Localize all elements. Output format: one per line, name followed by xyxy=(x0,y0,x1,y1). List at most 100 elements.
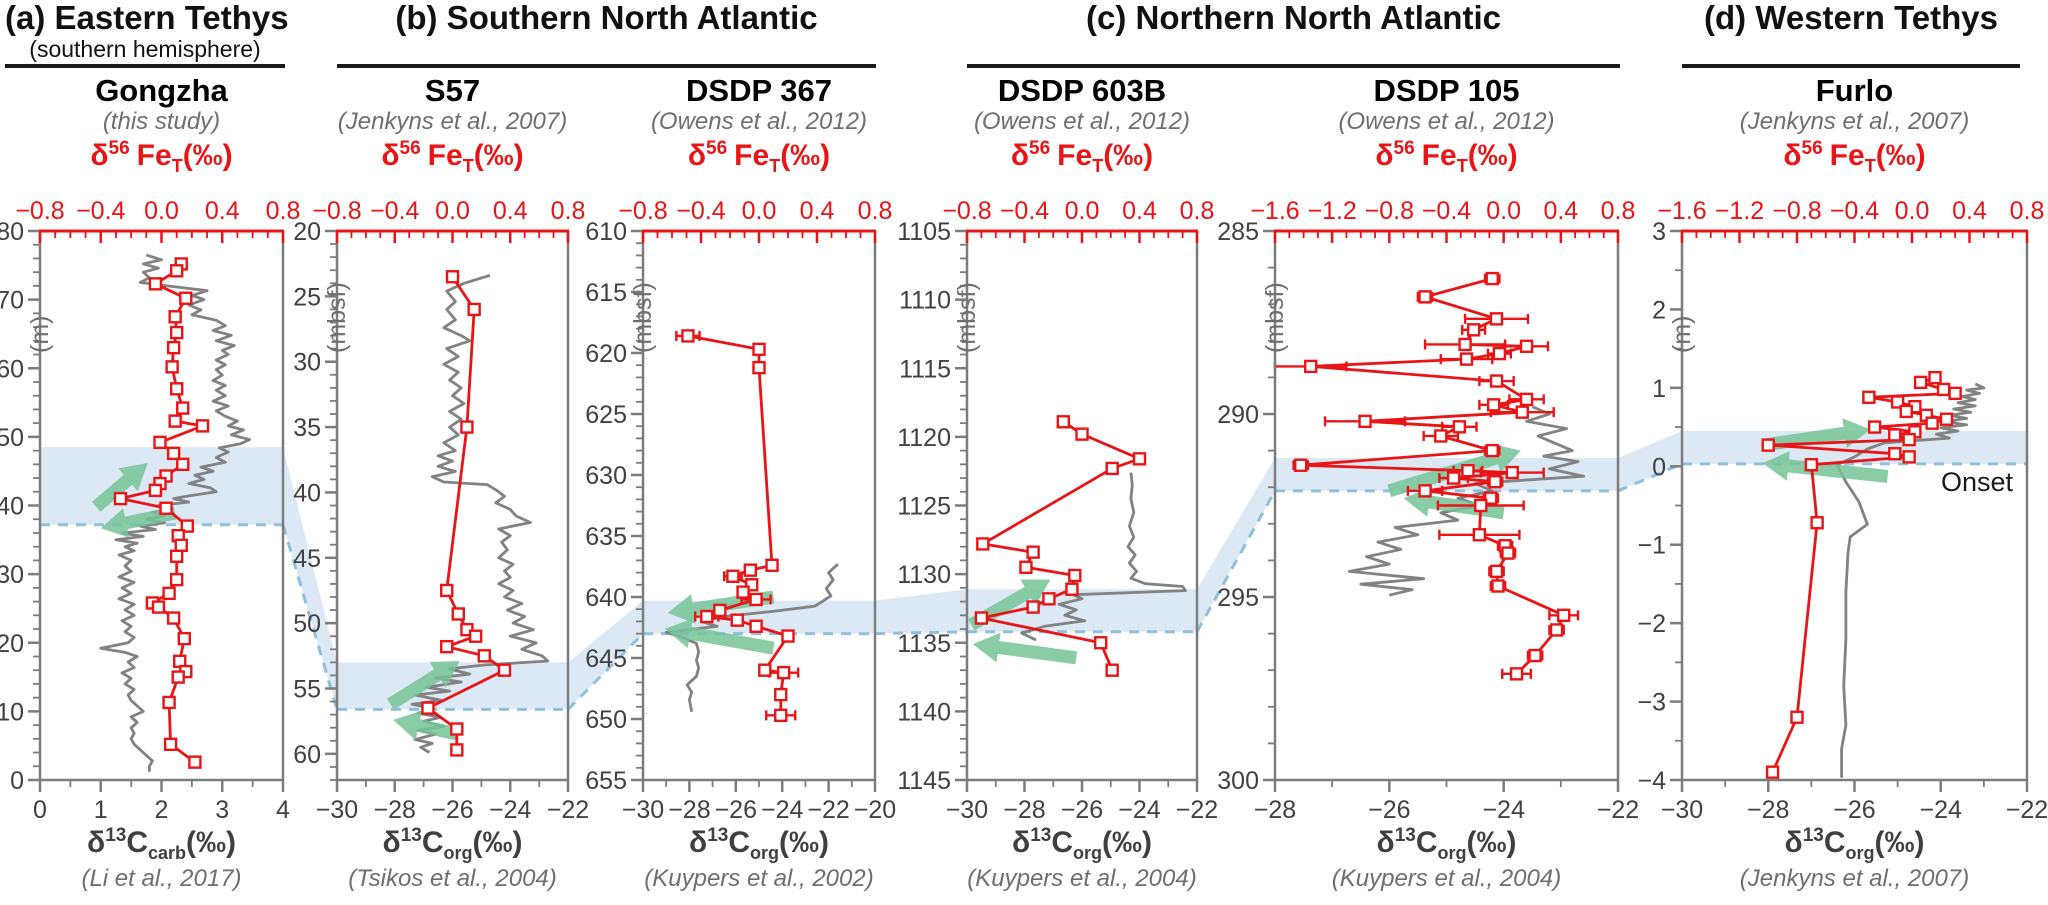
fe-data-point xyxy=(758,663,772,677)
fe-data-point xyxy=(1489,312,1504,326)
isotope-mass: 13 xyxy=(1030,825,1052,846)
c13-tick-label: −30 xyxy=(316,796,358,824)
fe-tick-label: −0.8 xyxy=(942,197,991,225)
unit-permil: (‰) xyxy=(186,826,237,859)
depth-tick-label: 40 xyxy=(293,479,321,507)
fe-data-point xyxy=(1418,290,1432,304)
fe-data-point xyxy=(1862,390,1876,404)
isotope-mass: 13 xyxy=(1802,825,1824,846)
fe-tick-label: −0.8 xyxy=(618,197,667,225)
fe-data-point xyxy=(1925,416,1939,430)
delta-symbol: δ xyxy=(381,139,400,172)
site-ref-dsdp367: (Owens et al., 2012) xyxy=(650,108,868,135)
fe-axis-title-gongzha: δ56 FeT(‰) xyxy=(40,138,283,177)
fe-data-point xyxy=(976,537,990,551)
fe-data-point xyxy=(1042,592,1056,606)
fe-tick-label: −0.4 xyxy=(1000,197,1049,225)
fe-series-line xyxy=(1766,376,1957,773)
oae-band-connector xyxy=(1197,457,1275,632)
fe-tick-label: 0.4 xyxy=(1952,197,1987,225)
depth-tick-label: 615 xyxy=(585,279,627,307)
site-ref-dsdp105: (Owens et al., 2012) xyxy=(1338,108,1555,135)
depth-tick-label: −1 xyxy=(1637,532,1666,560)
green-trend-arrow xyxy=(664,618,775,655)
group-subtitle-a: (southern hemisphere) xyxy=(29,36,261,62)
element-subscript: org xyxy=(443,843,473,863)
depth-tick-label: 290 xyxy=(1217,401,1259,429)
fe-data-point xyxy=(1459,352,1474,366)
fe-data-point xyxy=(159,501,173,515)
fe-data-point xyxy=(1418,484,1432,498)
unit-permil: (‰) xyxy=(780,139,831,172)
unit-permil: (‰) xyxy=(1874,826,1925,859)
fe-axis-title-furlo: δ56 FeT(‰) xyxy=(1682,138,2027,177)
c13-ref-dsdp367: (Kuypers et al., 2002) xyxy=(644,865,874,892)
group-underline-a xyxy=(5,64,285,68)
c13-tick-label: −24 xyxy=(761,796,804,824)
c13-tick-label: −28 xyxy=(668,796,710,824)
site-name-dsdp603b: DSDP 603B xyxy=(997,73,1167,108)
c13-tick-label: −26 xyxy=(1833,796,1875,824)
fe-data-point xyxy=(162,695,176,710)
c13-ref-dsdp603b: (Kuypers et al., 2004) xyxy=(967,865,1197,892)
fe-tick-label: 0.8 xyxy=(2010,197,2045,225)
group-title-a: (a) Eastern Tethys xyxy=(5,0,289,36)
fe-data-point xyxy=(195,419,210,433)
fe-data-point xyxy=(1489,374,1504,388)
c13-tick-label: −22 xyxy=(2006,796,2048,824)
fe-data-point xyxy=(497,663,512,677)
depth-tick-label: 60 xyxy=(293,741,321,769)
fe-axis-title-dsdp367: δ56 FeT(‰) xyxy=(643,138,875,177)
element-symbol: C xyxy=(1823,826,1846,859)
fe-data-point xyxy=(774,687,788,702)
c13-axis-title-dsdp603b: δ13Corg(‰) xyxy=(967,825,1197,864)
depth-tick-label: 1105 xyxy=(897,218,951,246)
depth-tick-label: 20 xyxy=(293,218,321,246)
depth-tick-label: 60 xyxy=(0,355,24,383)
fe-data-point xyxy=(1485,271,1499,286)
fe-data-point xyxy=(1026,600,1040,614)
fe-data-point xyxy=(179,291,193,305)
fe-data-point xyxy=(1492,346,1507,361)
fe-data-point xyxy=(169,382,184,396)
c13-tick-label: −26 xyxy=(1368,796,1410,824)
fe-data-point xyxy=(176,401,190,415)
c13-series-line xyxy=(410,274,550,754)
green-trend-arrow xyxy=(100,506,177,538)
c13-tick-label: −22 xyxy=(807,796,849,824)
depth-unit-label: (mbsf) xyxy=(953,282,981,353)
site-ref-dsdp603b: (Owens et al., 2012) xyxy=(973,108,1191,135)
element-symbol: Fe xyxy=(1829,139,1865,172)
fe-tick-label: −0.8 xyxy=(15,197,64,225)
fe-tick-label: −0.4 xyxy=(1422,197,1471,225)
unit-permil: (‰) xyxy=(473,139,524,172)
c13-tick-label: −28 xyxy=(1254,796,1296,824)
green-trend-arrow xyxy=(387,661,460,710)
group-title-b: (b) Southern North Atlantic xyxy=(395,0,818,36)
c13-series-line xyxy=(1835,382,1986,778)
element-symbol: C xyxy=(1051,826,1074,859)
fe-data-point xyxy=(1434,429,1448,443)
fe-axis-title-dsdp603b: δ56 FeT(‰) xyxy=(967,138,1197,177)
depth-tick-label: 610 xyxy=(585,218,627,246)
green-trend-arrow xyxy=(393,710,460,741)
depth-unit-label: (m) xyxy=(26,316,54,353)
fe-data-point xyxy=(1489,564,1504,579)
depth-tick-label: 2 xyxy=(1652,296,1666,324)
fe-data-point xyxy=(1505,465,1519,480)
fe-tick-label: −1.6 xyxy=(1657,197,1706,225)
isotope-mass: 13 xyxy=(400,825,422,846)
fe-data-point xyxy=(774,708,788,723)
c13-axis-title-dsdp105: δ13Corg(‰) xyxy=(1275,825,1618,864)
c13-ref-gongzha: (Li et al., 2017) xyxy=(81,865,242,892)
fe-data-point xyxy=(730,613,744,627)
element-symbol: Fe xyxy=(1057,139,1093,172)
fe-data-point xyxy=(177,631,191,646)
fe-data-point xyxy=(1056,415,1071,429)
depth-tick-label: 50 xyxy=(0,424,24,452)
delta-symbol: δ xyxy=(1784,826,1803,859)
c13-tick-label: −22 xyxy=(1176,796,1218,824)
depth-tick-label: −2 xyxy=(1637,610,1666,638)
element-symbol: C xyxy=(1415,826,1438,859)
depth-unit-label: (mbsf) xyxy=(629,282,657,353)
